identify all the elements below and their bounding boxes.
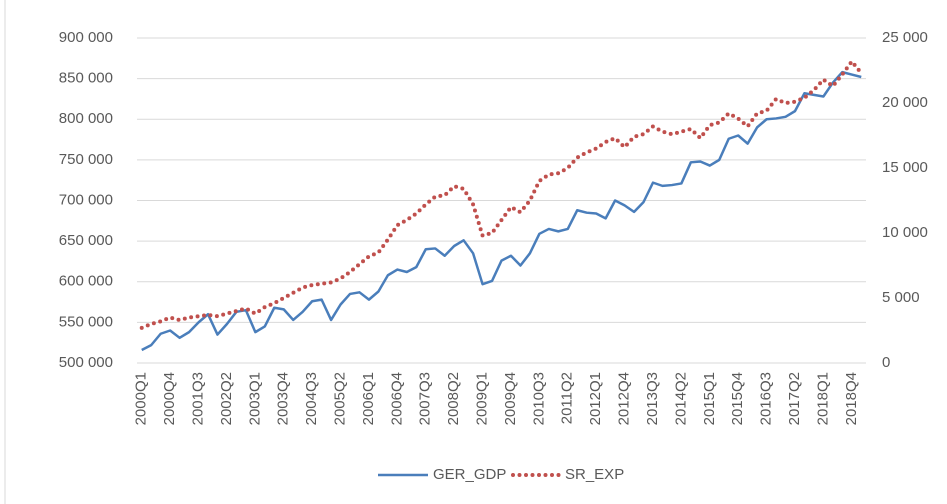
y2-tick-label: 10 000 bbox=[882, 224, 928, 241]
y-tick-label: 800 000 bbox=[59, 110, 113, 127]
legend-label: SR_EXP bbox=[565, 466, 624, 483]
x-tick-label: 2003Q4 bbox=[275, 372, 292, 425]
y-tick-label: 900 000 bbox=[59, 29, 113, 46]
x-tick-label: 2014Q2 bbox=[672, 372, 689, 425]
y-tick-label: 600 000 bbox=[59, 273, 113, 290]
x-tick-label: 2012Q1 bbox=[587, 372, 604, 425]
x-tick-label: 2009Q1 bbox=[474, 372, 491, 425]
x-tick-label: 2009Q4 bbox=[502, 372, 519, 425]
x-tick-label: 2000Q4 bbox=[161, 372, 178, 425]
y-tick-label: 750 000 bbox=[59, 151, 113, 168]
x-tick-label: 2003Q1 bbox=[246, 372, 263, 425]
x-tick-label: 2001Q3 bbox=[190, 372, 207, 425]
y2-tick-label: 15 000 bbox=[882, 159, 928, 176]
x-tick-label: 2005Q2 bbox=[332, 372, 349, 425]
y-tick-label: 500 000 bbox=[59, 354, 113, 371]
chart-border bbox=[4, 0, 6, 504]
y-tick-label: 550 000 bbox=[59, 313, 113, 330]
y-tick-label: 850 000 bbox=[59, 70, 113, 87]
x-tick-label: 2000Q1 bbox=[133, 372, 150, 425]
x-tick-label: 2007Q3 bbox=[417, 372, 434, 425]
x-tick-label: 2017Q2 bbox=[786, 372, 803, 425]
x-tick-label: 2002Q2 bbox=[218, 372, 235, 425]
y2-tick-label: 25 000 bbox=[882, 29, 928, 46]
y2-tick-label: 0 bbox=[882, 354, 890, 371]
data-line bbox=[141, 70, 862, 352]
y2-tick-label: 5 000 bbox=[882, 289, 920, 306]
x-tick-label: 2018Q1 bbox=[814, 372, 831, 425]
x-tick-label: 2006Q1 bbox=[360, 372, 377, 425]
x-tick-label: 2010Q3 bbox=[530, 372, 547, 425]
x-tick-label: 2004Q3 bbox=[303, 372, 320, 425]
x-tick-label: 2016Q3 bbox=[758, 372, 775, 425]
x-tick-label: 2006Q4 bbox=[388, 372, 405, 425]
y2-tick-label: 20 000 bbox=[882, 94, 928, 111]
x-tick-label: 2011Q2 bbox=[559, 372, 576, 424]
x-tick-label: 2015Q4 bbox=[729, 372, 746, 425]
x-tick-label: 2018Q4 bbox=[843, 372, 860, 425]
data-line bbox=[139, 58, 864, 330]
x-tick-label: 2015Q1 bbox=[701, 372, 718, 425]
x-tick-label: 2012Q4 bbox=[616, 372, 633, 425]
x-tick-label: 2013Q3 bbox=[644, 372, 661, 425]
y-tick-label: 650 000 bbox=[59, 232, 113, 249]
x-tick-label: 2008Q2 bbox=[445, 372, 462, 425]
legend-label: GER_GDP bbox=[433, 466, 506, 483]
y-tick-label: 700 000 bbox=[59, 191, 113, 208]
